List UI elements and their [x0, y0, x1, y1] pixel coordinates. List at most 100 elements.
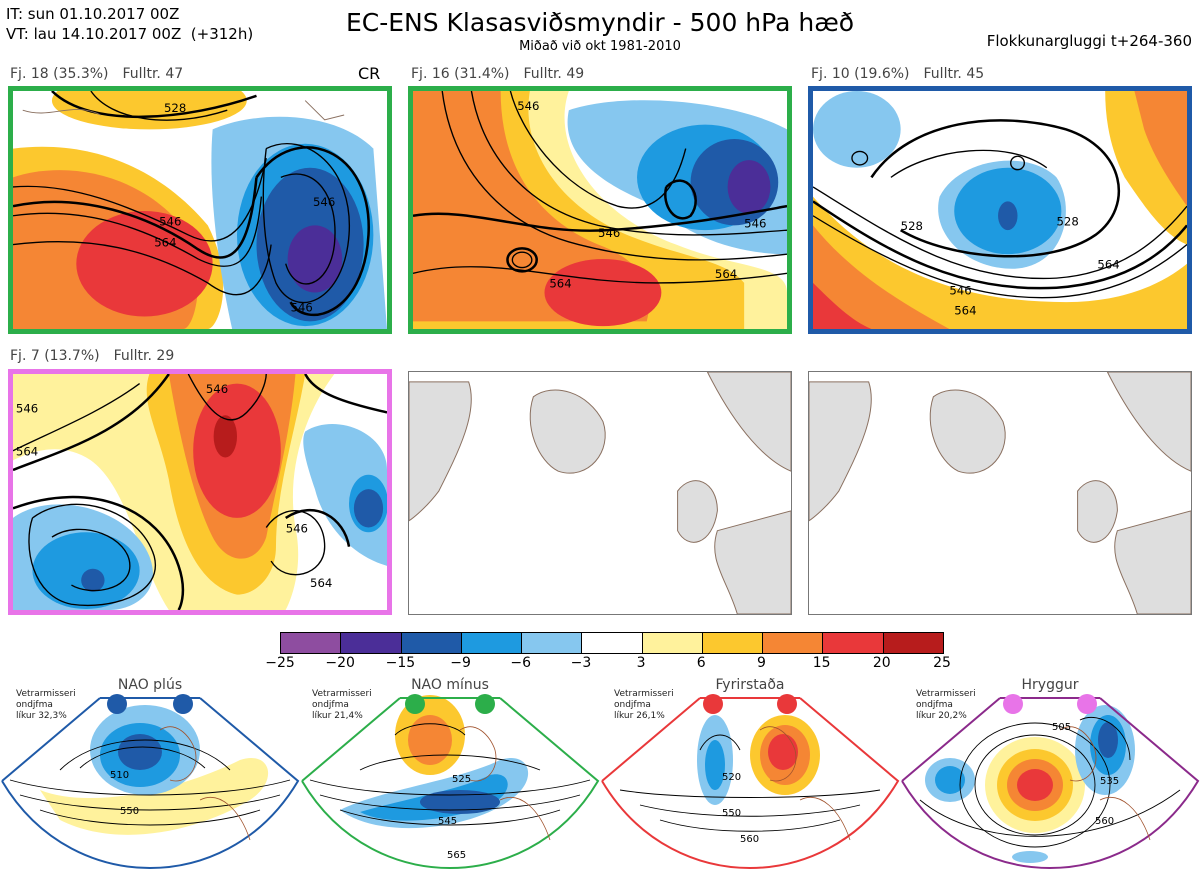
panel-4-members: Fulltr. 29 — [113, 348, 175, 364]
panel-1-extra: CR — [358, 64, 381, 83]
cluster-map-4-graphic: 546 564 546 564 546 — [13, 374, 387, 610]
page-title: EC-ENS Klasasviðsmyndir - 500 hPa hæð — [345, 8, 855, 37]
regime-4-stat-season: Vetrarmisseri — [916, 689, 976, 699]
colorbar-segment — [461, 633, 523, 653]
contour-label: 546 — [744, 216, 766, 230]
regime-contour-label: 550 — [722, 808, 741, 819]
panel-3-members: Fulltr. 45 — [923, 66, 985, 82]
colorbar-segment — [883, 633, 943, 653]
contour-label: 546 — [313, 195, 335, 209]
colorbar-tick-label: 25 — [933, 655, 951, 671]
regime-2-name: NAO mínus — [411, 677, 489, 693]
cluster-map-1-graphic: 528 546 564 546 546 — [13, 91, 387, 329]
colorbar-tick-label: −3 — [570, 655, 592, 671]
contour-label: 564 — [16, 445, 38, 459]
regime-2-stat-season: Vetrarmisseri — [312, 689, 372, 699]
empty-map-1 — [408, 371, 792, 615]
regime-1-stat-probability: líkur 32,3% — [16, 711, 67, 721]
contour-label: 528 — [901, 219, 923, 233]
colorbar-tick-label: −25 — [265, 655, 295, 671]
regime-3-stat-season: Vetrarmisseri — [614, 689, 674, 699]
regime-3-stats: Vetrarmisseri ondjfma líkur 26,1% — [614, 689, 674, 722]
regime-contour-label: 525 — [452, 774, 471, 785]
panel-1-cluster: Fj. 18 (35.3%) — [10, 66, 109, 82]
colorbar-segment — [642, 633, 703, 653]
cluster-map-2-graphic: 546 546 564 564 546 — [413, 91, 787, 329]
regime-2-stat-months: ondjfma — [312, 700, 349, 710]
colorbar-tick-label: −15 — [385, 655, 416, 671]
cluster-map-3-graphic: 528 528 546 564 564 — [813, 91, 1187, 329]
cluster-map-1: 528 546 564 546 546 — [8, 86, 392, 334]
contour-label: 546 — [16, 401, 38, 415]
regime-maps: 510 550 525 545 565 — [1, 694, 1200, 870]
regime-1-stat-season: Vetrarmisseri — [16, 689, 76, 699]
colorbar-segment — [702, 633, 764, 653]
panel-2-members: Fulltr. 49 — [523, 66, 585, 82]
panel-3-cluster: Fj. 10 (19.6%) — [811, 66, 910, 82]
panel-2-cluster: Fj. 16 (31.4%) — [411, 66, 510, 82]
colorbar-tick-label: 3 — [636, 655, 646, 671]
regime-contour-label: 505 — [1052, 722, 1071, 733]
regime-2-stat-probability: líkur 21,4% — [312, 711, 363, 721]
regime-contour-label: 510 — [110, 770, 129, 781]
colorbar — [280, 632, 944, 654]
contour-label: 546 — [598, 226, 620, 240]
contour-label: 528 — [1056, 214, 1078, 228]
colorbar-tick-label: −20 — [325, 655, 355, 671]
regime-contour-label: 565 — [447, 850, 466, 861]
contour-label: 564 — [954, 304, 976, 318]
panel-3-label: Fj. 10 (19.6%) Fulltr. 45 — [811, 66, 998, 82]
contour-label: 546 — [159, 214, 181, 228]
colorbar-segment — [522, 633, 583, 653]
colorbar-tick-label: 6 — [696, 655, 706, 671]
regime-4-name: Hryggur — [1021, 677, 1079, 693]
panel-4-cluster: Fj. 7 (13.7%) — [10, 348, 100, 364]
regime-3-stat-probability: líkur 26,1% — [614, 711, 665, 721]
classification-window: Flokkunargluggi t+264-360 — [986, 32, 1192, 50]
regime-3-stat-months: ondjfma — [614, 700, 651, 710]
colorbar-tick-label: −9 — [450, 655, 471, 671]
regime-4-stat-months: ondjfma — [916, 700, 953, 710]
header-info: IT: sun 01.10.2017 00Z VT: lau 14.10.201… — [6, 4, 253, 44]
colorbar-segment — [341, 633, 402, 653]
colorbar-tick-label: 20 — [872, 655, 891, 671]
regime-contour-label: 550 — [120, 806, 139, 817]
panel-1-label: Fj. 18 (35.3%) Fulltr. 47 — [10, 66, 197, 82]
contour-label: 546 — [517, 99, 539, 113]
colorbar-segment — [823, 633, 884, 653]
regime-map-nao-minus: 525 545 565 — [301, 694, 600, 870]
colorbar-segment — [582, 633, 643, 653]
regime-4-stat-probability: líkur 20,2% — [916, 711, 967, 721]
initial-time: IT: sun 01.10.2017 00Z — [6, 5, 180, 23]
contour-label: 528 — [164, 101, 186, 115]
regime-map-nao-plus: 510 550 — [1, 694, 300, 870]
colorbar-segment — [763, 633, 824, 653]
regime-2-stats: Vetrarmisseri ondjfma líkur 21,4% — [312, 689, 372, 722]
contour-label: 546 — [286, 521, 308, 535]
regime-contour-label: 535 — [1100, 776, 1119, 787]
contour-label: 564 — [549, 277, 571, 291]
panel-4-label: Fj. 7 (13.7%) Fulltr. 29 — [10, 348, 188, 364]
regime-1-stat-months: ondjfma — [16, 700, 53, 710]
contour-label: 546 — [949, 284, 971, 298]
empty-map-2-graphic — [809, 372, 1191, 614]
regime-contour-label: 520 — [722, 772, 741, 783]
contour-label: 546 — [206, 382, 228, 396]
regime-map-ridge: 505 535 560 — [901, 694, 1200, 870]
colorbar-tick-label: −6 — [510, 655, 532, 671]
colorbar-segment — [401, 633, 462, 653]
contour-label: 564 — [715, 267, 737, 281]
page-subtitle: Miðað við okt 1981-2010 — [519, 39, 681, 54]
contour-label: 564 — [154, 236, 176, 250]
regime-4-stats: Vetrarmisseri ondjfma líkur 20,2% — [916, 689, 976, 722]
colorbar-tick-label: 9 — [756, 655, 766, 671]
regime-3-name: Fyrirstaða — [715, 677, 785, 693]
cluster-map-4: 546 564 546 564 546 — [8, 369, 392, 615]
contour-label: 546 — [291, 301, 313, 315]
regime-contour-label: 560 — [1095, 816, 1114, 827]
valid-time: VT: lau 14.10.2017 00Z (+312h) — [6, 25, 254, 43]
regime-contour-label: 560 — [740, 834, 759, 845]
empty-map-1-graphic — [409, 372, 791, 614]
panel-1-members: Fulltr. 47 — [122, 66, 184, 82]
regime-1-name: NAO plús — [117, 677, 183, 693]
